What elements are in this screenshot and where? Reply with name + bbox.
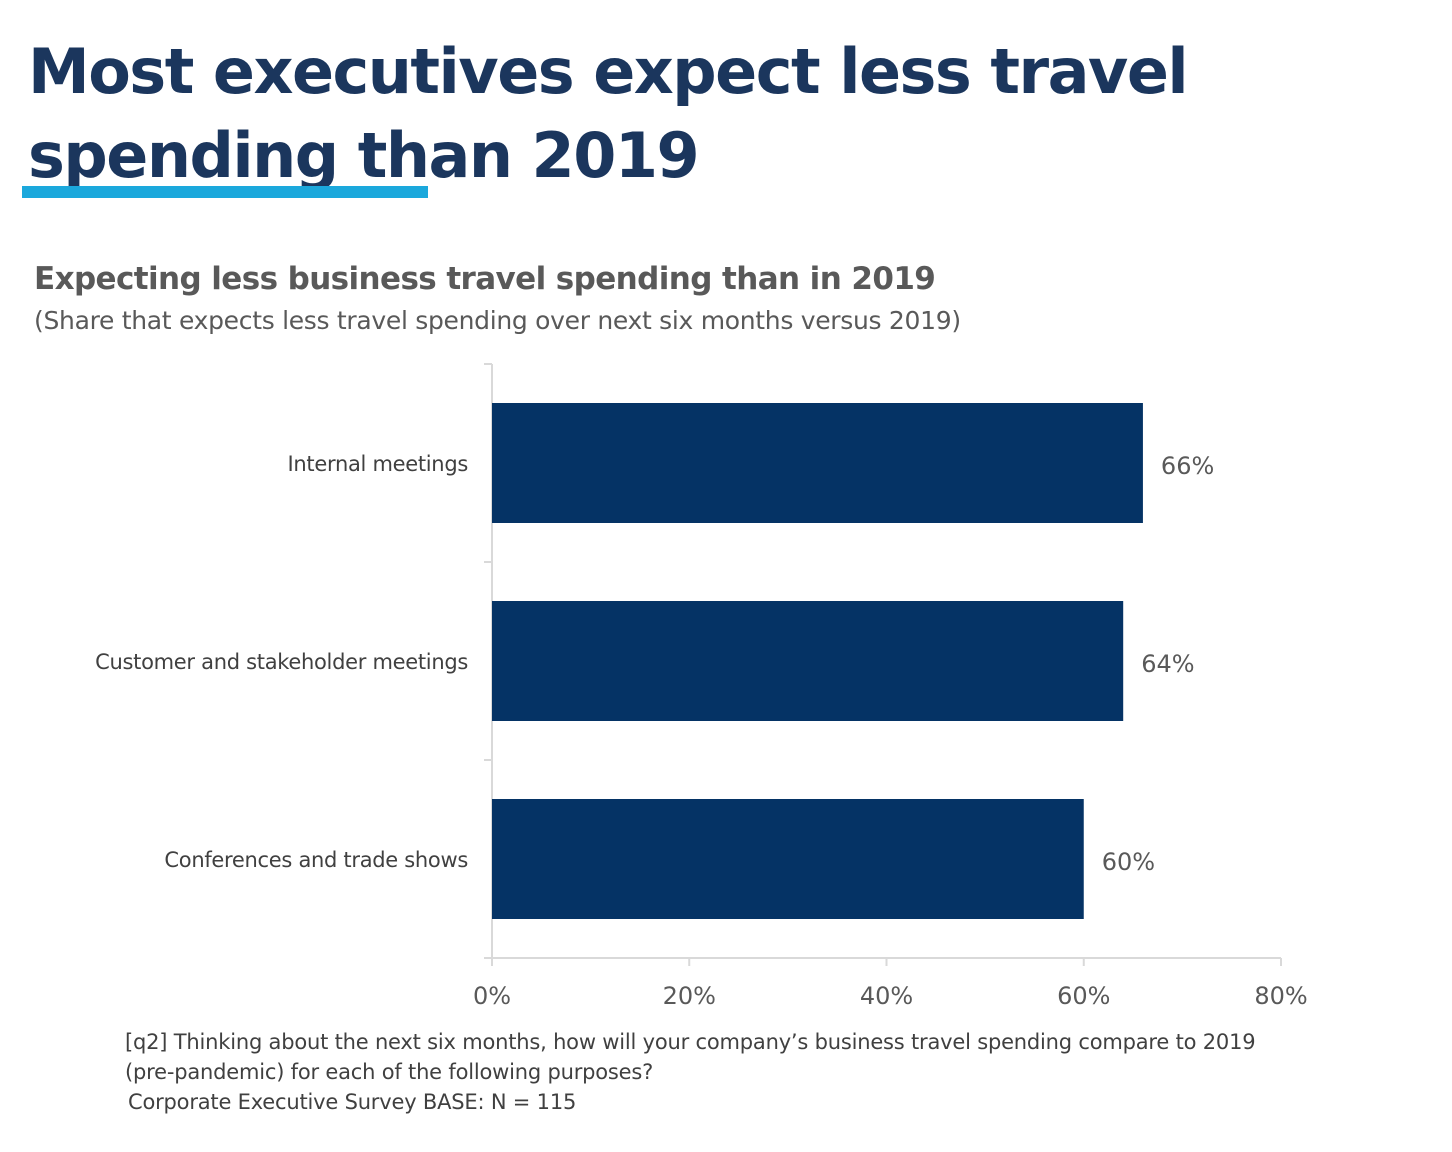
chart-subtitle: (Share that expects less travel spending… [34, 306, 961, 335]
data-label: 64% [1141, 650, 1194, 678]
category-label: Internal meetings [288, 452, 468, 476]
headline-accent-underline [22, 186, 428, 198]
chart-title: Expecting less business travel spending … [34, 261, 936, 297]
category-label: Customer and stakeholder meetings [95, 650, 468, 674]
bar [492, 799, 1084, 919]
bar [492, 403, 1143, 523]
page-headline: Most executives expect less travel spend… [28, 35, 1189, 192]
x-tick-label: 40% [860, 982, 913, 1010]
footnote-question: [q2] Thinking about the next six months,… [125, 1030, 1256, 1084]
bar [492, 601, 1124, 721]
x-tick-label: 60% [1057, 982, 1110, 1010]
data-label: 60% [1102, 848, 1155, 876]
x-tick-label: 20% [663, 982, 716, 1010]
x-tick-label: 80% [1254, 982, 1307, 1010]
bar-chart: 0% 20% 40% 60% 80% Internal meetings 66% Custom… [95, 363, 1308, 1010]
footnote-base: Corporate Executive Survey BASE: N = 115 [128, 1090, 577, 1114]
x-tick-label: 0% [473, 982, 511, 1010]
data-label: 66% [1161, 452, 1214, 480]
category-label: Conferences and trade shows [164, 848, 468, 872]
